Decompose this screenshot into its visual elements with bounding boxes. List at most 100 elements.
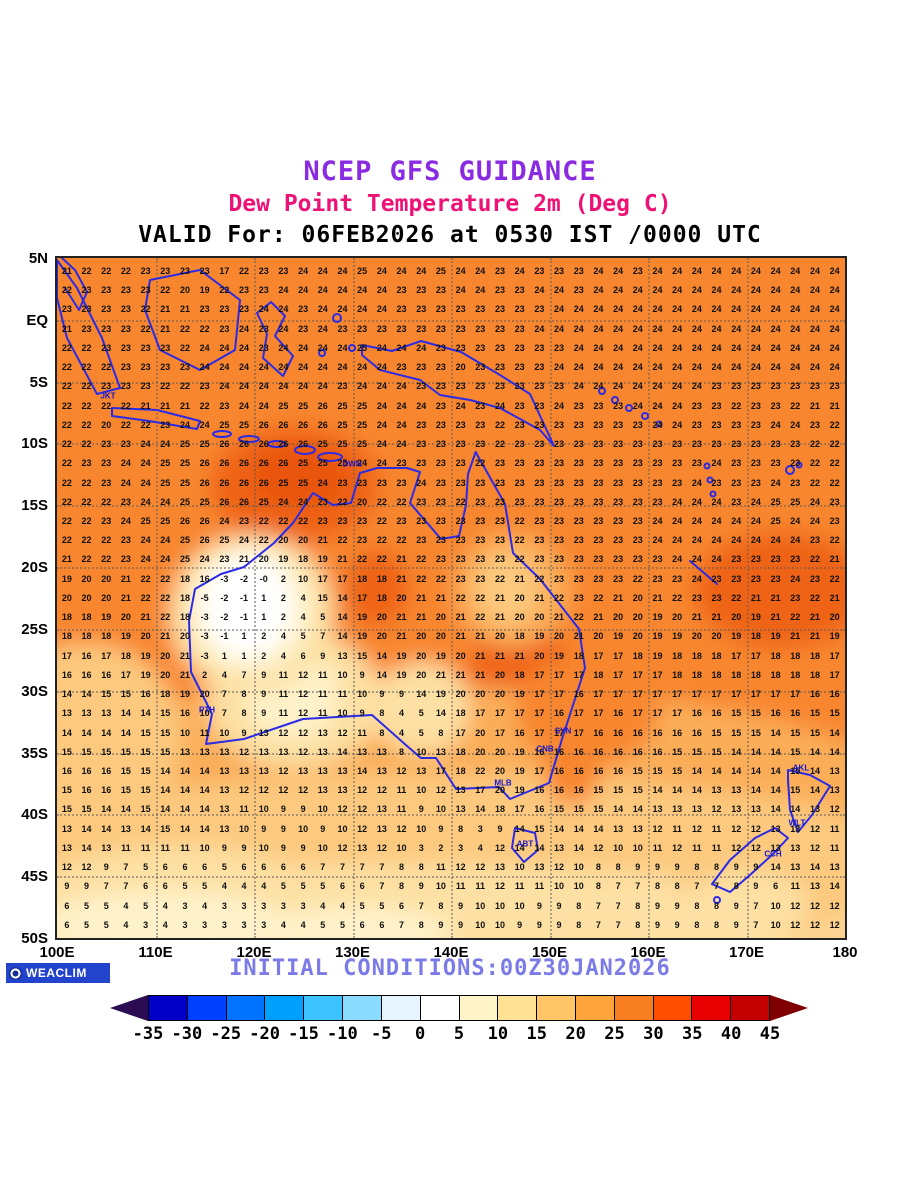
dewpoint-value: 23 <box>120 439 131 450</box>
dewpoint-value: 11 <box>652 842 663 853</box>
dewpoint-value: 23 <box>396 362 407 373</box>
dewpoint-value: 23 <box>199 266 210 276</box>
dewpoint-row: 21 22 22 22 23 23 23 23 17 22 23 23 24 24 24 25 24 24 24 25… <box>57 265 845 277</box>
dewpoint-value: 4 <box>221 881 227 892</box>
dewpoint-value: 24 <box>750 496 761 507</box>
dewpoint-value: 15 <box>120 765 131 776</box>
dewpoint-value: 23 <box>534 342 545 353</box>
dewpoint-value: 12 <box>396 823 407 834</box>
dewpoint-value: 20 <box>455 689 466 700</box>
dewpoint-value: 6 <box>280 862 286 873</box>
dewpoint-row: 23 23 23 23 22 21 21 23 23 23 24 24 23 24 24 24 24 23 23 23… <box>57 303 845 315</box>
city-label: JKT <box>100 391 116 401</box>
dewpoint-value: 23 <box>613 477 624 488</box>
dewpoint-value: 13 <box>357 746 368 757</box>
dewpoint-value: 24 <box>613 342 624 353</box>
dewpoint-value: 20 <box>455 650 466 661</box>
dewpoint-value: 23 <box>455 419 466 430</box>
dewpoint-value: 8 <box>654 881 660 892</box>
dewpoint-value: 13 <box>219 765 230 776</box>
dewpoint-value: 5 <box>280 881 286 892</box>
dewpoint-value: 18 <box>573 650 584 661</box>
dewpoint-value: 17 <box>61 650 72 661</box>
dewpoint-value: 24 <box>396 266 407 276</box>
dewpoint-row: 14 14 15 15 16 18 19 20 7 8 9 11 12 11 11 10 9 9 14 19 20 20 2… <box>57 688 845 700</box>
dewpoint-value: 21 <box>61 323 72 334</box>
city-label: MLB <box>494 778 512 788</box>
dewpoint-value: 24 <box>337 342 348 353</box>
dewpoint-value: 10 <box>475 900 486 911</box>
dewpoint-value: 22 <box>61 342 72 353</box>
solomon-island-3 <box>625 404 633 412</box>
dewpoint-value: 25 <box>179 554 190 565</box>
dewpoint-value: 17 <box>613 689 624 700</box>
dewpoint-value: 24 <box>298 381 309 392</box>
dewpoint-value: 16 <box>101 785 112 796</box>
dewpoint-value: 8 <box>418 919 424 930</box>
dewpoint-value: 20 <box>199 689 210 700</box>
dewpoint-value: 22 <box>494 573 505 584</box>
colorbar-tick: -35 <box>132 1024 164 1044</box>
dewpoint-value: 10 <box>337 669 348 680</box>
dewpoint-value: 22 <box>829 439 840 450</box>
dewpoint-value: 26 <box>179 515 190 526</box>
dewpoint-value: 22 <box>61 458 72 469</box>
dewpoint-value: 13 <box>278 746 289 757</box>
dewpoint-value: 24 <box>416 342 427 353</box>
dewpoint-value: 18 <box>357 573 368 584</box>
dewpoint-value: 24 <box>829 362 840 373</box>
colorbar-segment <box>731 996 769 1020</box>
dewpoint-value: 24 <box>416 477 427 488</box>
dewpoint-value: 23 <box>475 439 486 450</box>
dewpoint-row: 20 20 20 21 22 22 18 -5 -2 -1 1 2 4 15 14 17 18 20 21 21 22 2… <box>57 592 845 604</box>
dewpoint-value: 13 <box>219 823 230 834</box>
latitude-axis: 5N EQ 5S 10S 15S 20S 25S 30S 35S 40S 45S 50S <box>0 250 52 947</box>
dewpoint-value: 18 <box>691 650 702 661</box>
dewpoint-value: 24 <box>691 304 702 315</box>
dewpoint-value: 15 <box>61 746 72 757</box>
dewpoint-value: 22 <box>219 285 230 296</box>
dewpoint-value: 23 <box>258 323 269 334</box>
dewpoint-value: 11 <box>534 881 545 892</box>
dewpoint-value: 23 <box>475 381 486 392</box>
dewpoint-value: 13 <box>337 765 348 776</box>
dewpoint-value: 13 <box>790 823 801 834</box>
dewpoint-value: 16 <box>554 785 565 796</box>
dewpoint-value: 11 <box>239 804 249 815</box>
dewpoint-row: 9 9 7 7 6 6 5 5 4 4 4 5 5 5 6 6 7 8 9 10 11 11 12 11 11 10 10 8 7 7 8 8… <box>57 880 845 892</box>
dewpoint-value: 21 <box>790 631 801 642</box>
dewpoint-value: 8 <box>418 862 424 873</box>
dewpoint-value: 22 <box>455 592 466 603</box>
dewpoint-value: 24 <box>770 285 781 296</box>
dewpoint-value: 23 <box>613 573 624 584</box>
dewpoint-value: 23 <box>494 266 505 276</box>
dewpoint-value: 21 <box>613 592 624 603</box>
dewpoint-value: 4 <box>123 900 129 911</box>
dewpoint-value: 25 <box>357 419 368 430</box>
dewpoint-value: 18 <box>101 631 112 642</box>
dewpoint-value: 23 <box>337 477 348 488</box>
dewpoint-value: 23 <box>435 362 446 373</box>
dewpoint-row: 22 22 20 22 22 23 24 24 25 25 26 26 26 26 25 25 24 24 23 23… <box>57 419 845 431</box>
dewpoint-value: 23 <box>770 573 781 584</box>
dewpoint-value: 16 <box>534 804 545 815</box>
dewpoint-value: 24 <box>140 554 151 565</box>
dewpoint-value: 24 <box>534 323 545 334</box>
dewpoint-value: 14 <box>573 823 584 834</box>
dewpoint-value: 23 <box>416 458 427 469</box>
dewpoint-value: 11 <box>790 881 801 892</box>
dewpoint-value: 16 <box>573 746 584 757</box>
dewpoint-value: 24 <box>219 362 230 373</box>
dewpoint-value: 23 <box>435 381 446 392</box>
dewpoint-value: 23 <box>672 439 683 450</box>
dewpoint-value: 10 <box>770 900 781 911</box>
dewpoint-value: 8 <box>379 727 385 738</box>
dewpoint-value: 23 <box>573 266 584 276</box>
dewpoint-value: 23 <box>120 342 131 353</box>
dewpoint-value: 22 <box>81 439 92 450</box>
dewpoint-value: 23 <box>593 419 604 430</box>
dewpoint-value: 3 <box>221 919 227 930</box>
dewpoint-value: 19 <box>829 631 840 642</box>
dewpoint-value: 19 <box>179 689 190 700</box>
